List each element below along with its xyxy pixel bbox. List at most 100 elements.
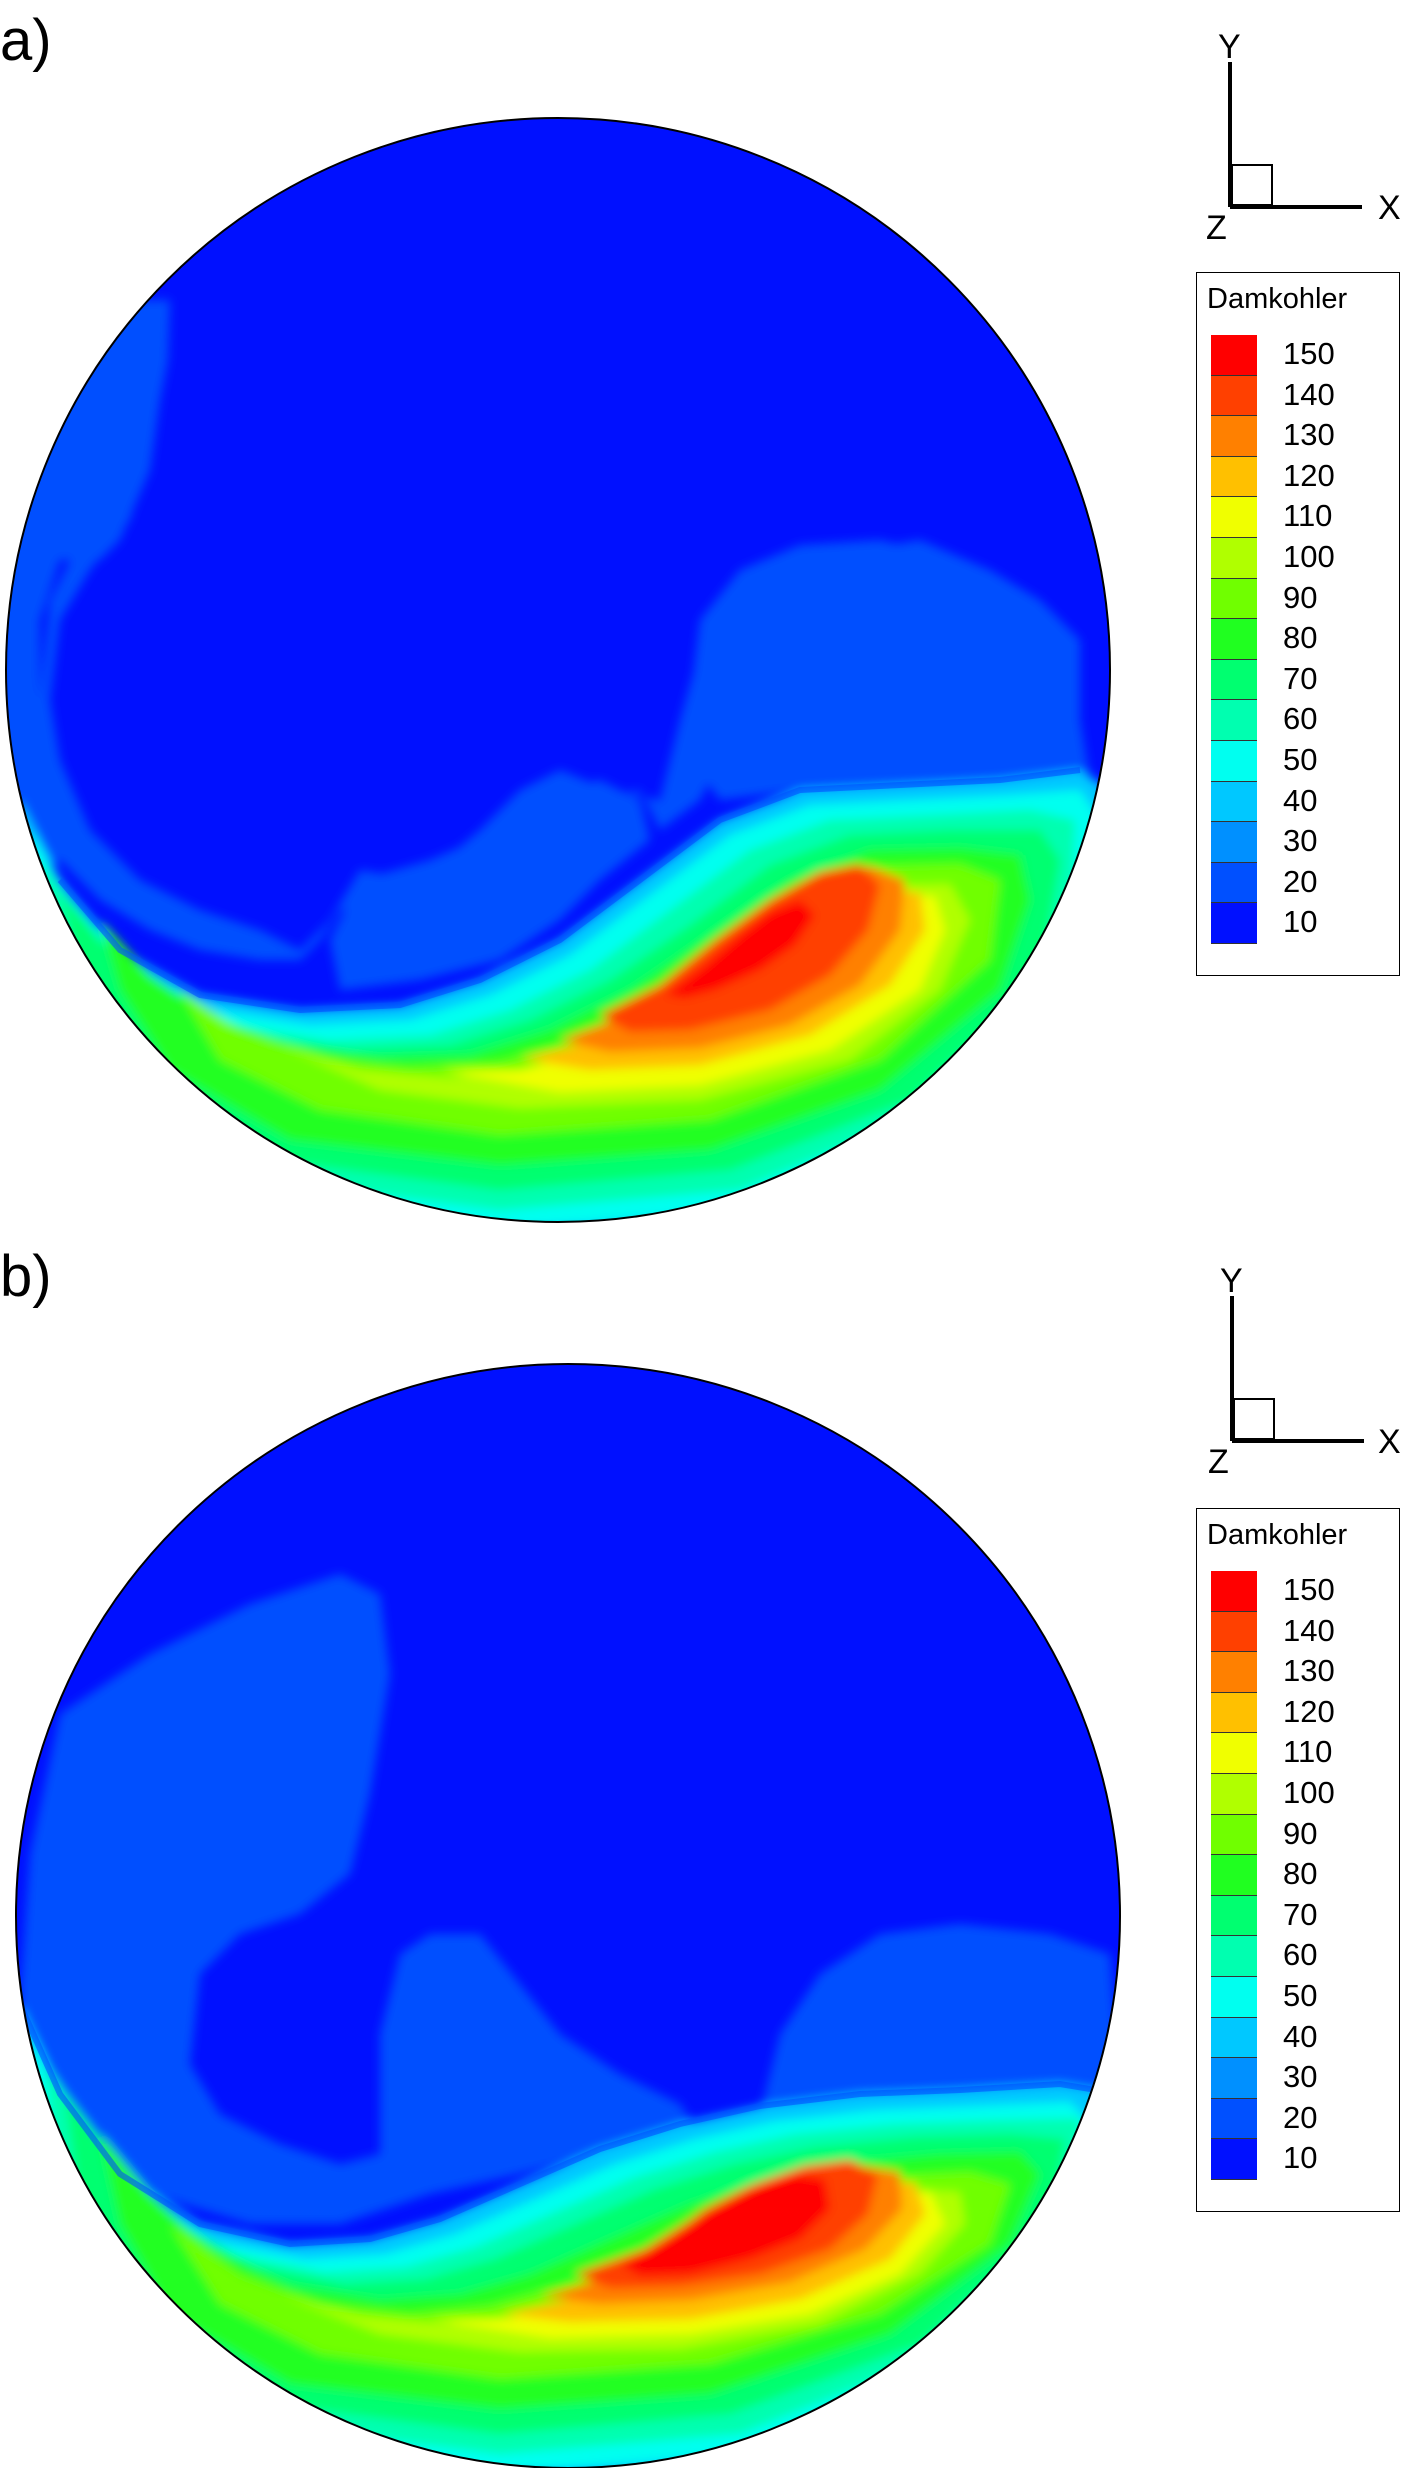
legend-entry: 80 bbox=[1211, 1855, 1391, 1896]
legend-swatch bbox=[1211, 781, 1257, 823]
legend-swatch bbox=[1211, 2058, 1257, 2099]
legend-label: 100 bbox=[1283, 539, 1335, 574]
legend-label: 20 bbox=[1283, 863, 1318, 899]
legend-label: 90 bbox=[1283, 1815, 1318, 1851]
legend-swatch bbox=[1211, 497, 1257, 538]
legend-label: 130 bbox=[1283, 417, 1335, 453]
legend-entry: 120 bbox=[1211, 1692, 1391, 1734]
legend-label: 10 bbox=[1283, 904, 1318, 940]
legend-label: 10 bbox=[1283, 2140, 1318, 2176]
panel-b: b) bbox=[0, 1234, 1406, 2468]
legend-swatch bbox=[1211, 456, 1257, 498]
legend-entry: 20 bbox=[1211, 2098, 1391, 2140]
legend-swatch bbox=[1211, 1774, 1257, 1815]
legend-swatch bbox=[1211, 1571, 1257, 1612]
contour-boundary bbox=[17, 2002, 1120, 2248]
legend-entry: 10 bbox=[1211, 903, 1391, 944]
legend-entry: 60 bbox=[1211, 1936, 1391, 1977]
legend-entry: 40 bbox=[1211, 781, 1391, 823]
legend-entry: 50 bbox=[1211, 1977, 1391, 2018]
legend-label: 20 bbox=[1283, 2099, 1318, 2135]
contour-boundary bbox=[57, 767, 1081, 1014]
legend-entry: 70 bbox=[1211, 659, 1391, 701]
legend-label: 90 bbox=[1283, 579, 1318, 615]
legend-swatch bbox=[1211, 1733, 1257, 1774]
legend-label: 140 bbox=[1283, 376, 1335, 412]
legend-swatch bbox=[1211, 335, 1257, 376]
panel-label: a) bbox=[0, 8, 52, 73]
x-axis-label: X bbox=[1378, 1423, 1401, 1461]
legend-entry: 110 bbox=[1211, 497, 1391, 538]
legend-swatch bbox=[1211, 1895, 1257, 1937]
y-axis-label: Y bbox=[1218, 28, 1241, 66]
legend-entry: 150 bbox=[1211, 1571, 1391, 1612]
legend-label: 70 bbox=[1283, 1896, 1318, 1932]
legend-entry: 10 bbox=[1211, 2139, 1391, 2180]
legend-label: 50 bbox=[1283, 742, 1318, 777]
legend-swatch bbox=[1211, 700, 1257, 741]
legend-entry: 140 bbox=[1211, 1611, 1391, 1653]
legend-label: 120 bbox=[1283, 457, 1335, 493]
legend-entry: 100 bbox=[1211, 538, 1391, 579]
legend-entry: 140 bbox=[1211, 375, 1391, 417]
legend-label: 30 bbox=[1283, 823, 1318, 859]
legend-title: Damkohler bbox=[1207, 283, 1348, 315]
contour-plot-b: Y X Z bbox=[15, 1262, 1401, 2468]
legend-entry: 30 bbox=[1211, 2058, 1391, 2099]
legend-entry: 90 bbox=[1211, 578, 1391, 620]
contour-region-20-mid bbox=[330, 780, 650, 990]
legend-swatch bbox=[1211, 659, 1257, 701]
legend-swatch bbox=[1211, 862, 1257, 904]
legend-label: 150 bbox=[1283, 336, 1335, 371]
legend-entry: 100 bbox=[1211, 1774, 1391, 1815]
legend-label: 120 bbox=[1283, 1693, 1335, 1729]
legend-swatch bbox=[1211, 375, 1257, 417]
legend-label: 50 bbox=[1283, 1978, 1318, 2013]
legend-entry: 110 bbox=[1211, 1733, 1391, 1774]
x-axis-label: X bbox=[1378, 189, 1401, 227]
legend-label: 70 bbox=[1283, 660, 1318, 696]
legend-swatch bbox=[1211, 578, 1257, 620]
legend-entry: 90 bbox=[1211, 1814, 1391, 1856]
legend-swatch bbox=[1211, 1936, 1257, 1977]
legend-entry: 120 bbox=[1211, 456, 1391, 498]
legend-title: Damkohler bbox=[1207, 1519, 1348, 1551]
legend-label: 30 bbox=[1283, 2059, 1318, 2095]
domain-boundary bbox=[5, 117, 1111, 1223]
legend-label: 150 bbox=[1283, 1572, 1335, 1607]
contour-plot-a: Y X Z bbox=[5, 28, 1401, 1223]
legend-swatch bbox=[1211, 1977, 1257, 2018]
legend-entry: 40 bbox=[1211, 2017, 1391, 2059]
panel-a: a) bbox=[0, 8, 1401, 1223]
legend-swatch bbox=[1211, 538, 1257, 579]
legend-label: 40 bbox=[1283, 2018, 1318, 2054]
axis-triad: Y X Z bbox=[1208, 1262, 1401, 1481]
legend-swatch bbox=[1211, 619, 1257, 660]
legend-swatch bbox=[1211, 903, 1257, 944]
z-axis-label: Z bbox=[1206, 209, 1227, 247]
legend-swatch bbox=[1211, 2139, 1257, 2180]
legend-entry: 130 bbox=[1211, 416, 1391, 457]
legend-swatch bbox=[1211, 2017, 1257, 2059]
legend-entry: 30 bbox=[1211, 822, 1391, 863]
legend-entry: 60 bbox=[1211, 700, 1391, 741]
legend-label: 130 bbox=[1283, 1653, 1335, 1689]
legend-label: 80 bbox=[1283, 1856, 1318, 1892]
legend-entry: 20 bbox=[1211, 862, 1391, 904]
legend-entry: 50 bbox=[1211, 741, 1391, 782]
legend-swatch bbox=[1211, 416, 1257, 457]
legend-swatch bbox=[1211, 2098, 1257, 2140]
legend-entry: 70 bbox=[1211, 1895, 1391, 1937]
legend-label: 140 bbox=[1283, 1612, 1335, 1648]
legend: Damkohler 150 140 130 120 110 100 90 80 70 60 50 40… bbox=[1196, 1508, 1400, 2212]
contour-region-20-upper bbox=[20, 1574, 1120, 2224]
y-axis-label: Y bbox=[1220, 1262, 1243, 1300]
z-axis-label: Z bbox=[1208, 1443, 1229, 1481]
domain-boundary bbox=[15, 1363, 1121, 2468]
legend-entry: 130 bbox=[1211, 1652, 1391, 1693]
legend-swatch bbox=[1211, 1855, 1257, 1896]
contour-band-150 bbox=[665, 900, 815, 998]
legend-label: 60 bbox=[1283, 701, 1318, 737]
legend-swatch bbox=[1211, 1814, 1257, 1856]
legend: Damkohler 150 140 130 120 110 100 90 80 70 60 50 40… bbox=[1196, 272, 1400, 976]
